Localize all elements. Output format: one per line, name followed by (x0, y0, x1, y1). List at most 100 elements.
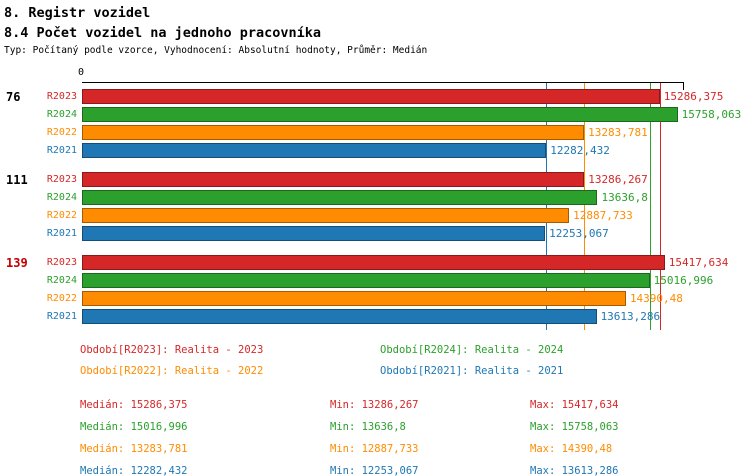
stat-median: Medián: 12282,432 (80, 465, 188, 476)
bar-value-label: 15417,634 (668, 256, 729, 269)
bar-value-label: 13286,267 (588, 173, 648, 186)
bar-row: R2021 12253,067 (0, 226, 750, 241)
bar-r2023 (82, 172, 585, 187)
stat-max: Max: 15758,063 (530, 421, 619, 433)
stat-max: Max: 15417,634 (530, 399, 619, 411)
series-label: R2022 (46, 127, 77, 138)
bar-r2024 (82, 273, 650, 288)
stat-min: Min: 12253,067 (330, 465, 419, 476)
median-line-r2024 (649, 83, 651, 330)
series-label: R2023 (46, 257, 77, 268)
bar-track: 15016,996 (82, 273, 713, 288)
stats-row: Medián: 15016,996 Min: 13636,8 Max: 15758,… (80, 416, 750, 438)
legend-item: Období[R2024]: Realita - 2024 (380, 344, 564, 356)
median-line-r2023 (659, 83, 661, 330)
indicator-title: 8.4 Počet vozidel na jednoho pracovníka (4, 25, 321, 41)
bar-track: 13636,8 (82, 190, 683, 205)
bar-value-label: 12253,067 (549, 227, 609, 240)
bar-groups: 76 R2023 15286,375 R2024 15758,063 R2022 13283… (0, 89, 750, 338)
series-label: R2021 (46, 311, 77, 322)
report-title: 8. Registr vozidel (4, 5, 151, 21)
bar-r2021 (82, 226, 546, 241)
bar-value-label: 13636,8 (601, 191, 648, 204)
bar-row: 111 R2023 13286,267 (0, 172, 750, 187)
stat-median: Medián: 15286,375 (80, 399, 188, 411)
bar-r2021 (82, 143, 547, 158)
bar-track: 15286,375 (82, 89, 723, 104)
bar-value-label: 12282,432 (550, 144, 610, 157)
stats-row: Medián: 13283,781 Min: 12887,733 Max: 1439… (80, 438, 750, 460)
bar-track: 13283,781 (82, 125, 683, 140)
bar-r2022 (82, 125, 585, 140)
bar-r2024 (82, 190, 598, 205)
bar-row: R2024 15758,063 (0, 107, 750, 122)
stat-min: Min: 13286,267 (330, 399, 419, 411)
median-lines-layer (82, 83, 683, 330)
group-label: 139 (6, 255, 28, 270)
group-label: 111 (6, 172, 28, 187)
bar-row: R2024 15016,996 (0, 273, 750, 288)
stats-table: Medián: 15286,375 Min: 13286,267 Max: 1541… (0, 394, 750, 476)
group-label: 76 (6, 89, 21, 104)
bar-r2023 (82, 89, 660, 104)
bar-value-label: 15016,996 (653, 274, 714, 287)
bar-track: 12887,733 (82, 208, 683, 223)
bar-row: R2022 14390,48 (0, 291, 750, 306)
report-header: 8. Registr vozidel 8.4 Počet vozidel na … (0, 0, 750, 58)
bar-chart: 0 76 R2023 15286,375 R2024 15758,063 R2022 132… (0, 58, 750, 332)
series-label: R2023 (46, 91, 77, 102)
stat-min: Min: 12887,733 (330, 443, 419, 455)
stat-max: Max: 13613,286 (530, 465, 619, 476)
bar-group-139: 139 R2023 15417,634 R2024 15016,996 R2022 1439… (0, 255, 750, 324)
bar-r2024 (82, 107, 678, 122)
stat-min: Min: 13636,8 (330, 421, 406, 433)
bar-group-111: 111 R2023 13286,267 R2024 13636,8 R2022 12887,… (0, 172, 750, 241)
bar-r2022 (82, 291, 626, 306)
stats-row: Medián: 15286,375 Min: 13286,267 Max: 1541… (80, 394, 750, 416)
bar-value-label: 15758,063 (681, 108, 742, 121)
bar-track: 15417,634 (82, 255, 728, 270)
series-label: R2024 (46, 192, 77, 203)
bar-track: 13613,286 (82, 309, 683, 324)
bar-row: R2021 12282,432 (0, 143, 750, 158)
series-label: R2024 (46, 275, 77, 286)
series-label: R2024 (46, 109, 77, 120)
bar-track: 12282,432 (82, 143, 683, 158)
bar-r2021 (82, 309, 597, 324)
x-axis-line (82, 82, 684, 83)
series-label: R2021 (46, 145, 77, 156)
bar-track: 14390,48 (82, 291, 683, 306)
legend-column-2: Období[R2024]: Realita - 2024 Období[R202… (380, 340, 680, 382)
bar-row: R2024 13636,8 (0, 190, 750, 205)
bar-row: R2021 13613,286 (0, 309, 750, 324)
stats-row: Medián: 12282,432 Min: 12253,067 Max: 1361… (80, 460, 750, 476)
bar-row: R2022 12887,733 (0, 208, 750, 223)
legend: Období[R2023]: Realita - 2023 Období[R202… (0, 340, 750, 382)
series-label: R2022 (46, 293, 77, 304)
chart-meta-line: Typ: Počítaný podle vzorce, Vyhodnocení:… (4, 45, 428, 56)
series-label: R2021 (46, 228, 77, 239)
bar-value-label: 12887,733 (573, 209, 633, 222)
bar-row: 139 R2023 15417,634 (0, 255, 750, 270)
series-label: R2023 (46, 174, 77, 185)
bar-track: 12253,067 (82, 226, 683, 241)
bar-row: R2022 13283,781 (0, 125, 750, 140)
bar-value-label: 13613,286 (600, 310, 661, 323)
bar-track: 13286,267 (82, 172, 683, 187)
median-line-r2021 (546, 83, 548, 330)
bar-value-label: 14390,48 (629, 292, 683, 305)
legend-item: Období[R2021]: Realita - 2021 (380, 365, 564, 377)
stat-max: Max: 14390,48 (530, 443, 613, 455)
stat-median: Medián: 13283,781 (80, 443, 188, 455)
bar-group-76: 76 R2023 15286,375 R2024 15758,063 R2022 13283… (0, 89, 750, 158)
bar-value-label: 13283,781 (588, 126, 648, 139)
bar-r2023 (82, 255, 665, 270)
x-axis-end-tick (683, 82, 684, 90)
bar-value-label: 15286,375 (663, 90, 724, 103)
legend-item: Období[R2023]: Realita - 2023 (80, 344, 264, 356)
bar-track: 15758,063 (82, 107, 741, 122)
stat-median: Medián: 15016,996 (80, 421, 188, 433)
bar-r2022 (82, 208, 570, 223)
axis-zero-label: 0 (77, 67, 84, 78)
